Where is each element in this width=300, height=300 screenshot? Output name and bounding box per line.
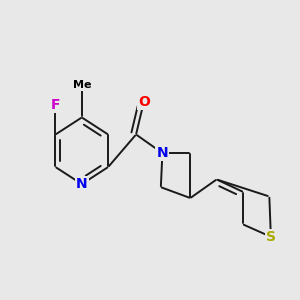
Text: Me: Me: [73, 80, 91, 90]
Text: F: F: [51, 98, 60, 112]
Text: O: O: [138, 95, 150, 109]
Text: N: N: [76, 177, 88, 191]
Text: N: N: [157, 146, 168, 160]
Text: S: S: [266, 230, 276, 244]
